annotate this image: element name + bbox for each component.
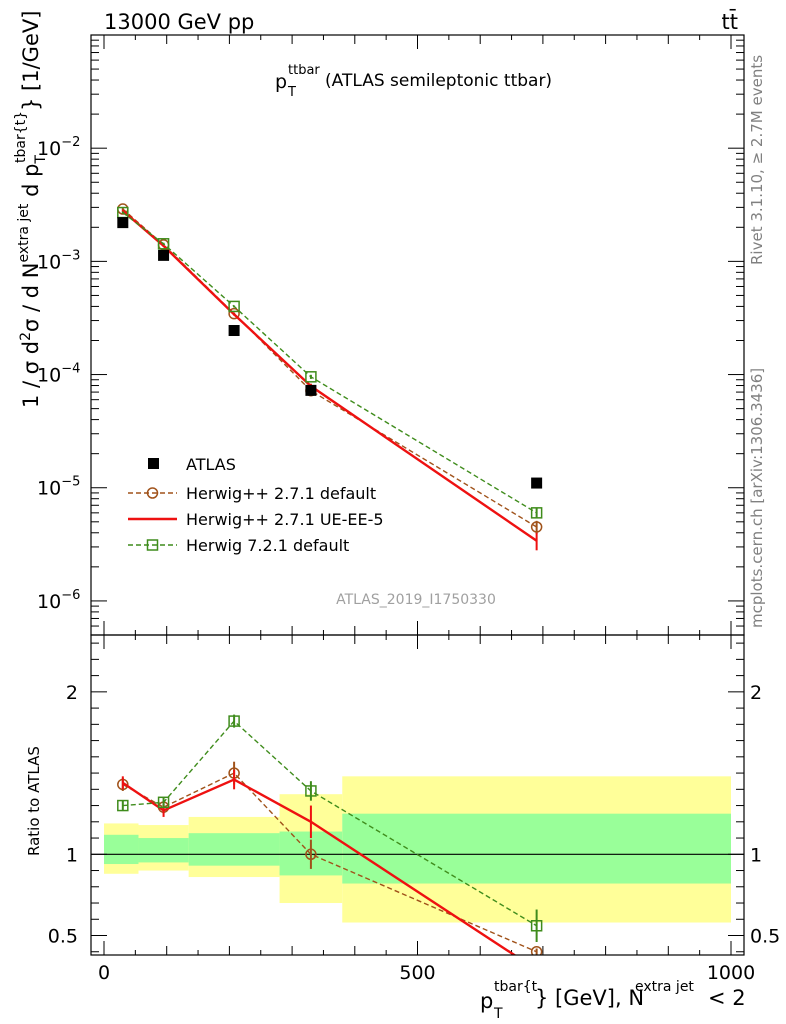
ratio-y-tick-label-right: 1	[750, 844, 762, 866]
main-line-2	[122, 211, 537, 514]
y-tick-label: 10−5	[37, 475, 80, 500]
main-title: p ttbar T (ATLAS semileptonic ttbar)	[275, 63, 552, 100]
ratio-band-inner	[138, 838, 189, 863]
svg-text:extra jet: extra jet	[635, 979, 694, 995]
ratio-band-inner	[342, 813, 731, 884]
ratio-panel: 0 500 1000 0.5 0.5 1 1 2 2	[48, 634, 780, 984]
legend-atlas-marker	[148, 458, 159, 469]
title-p: p	[275, 71, 287, 93]
title-sup: ttbar	[288, 63, 320, 78]
atlas-point	[305, 384, 317, 396]
x-tick-label: 500	[399, 962, 435, 984]
main-point	[228, 307, 240, 320]
svg-text:< 2: < 2	[708, 986, 746, 1010]
main-point	[228, 300, 240, 313]
ratio-series-group	[117, 714, 543, 955]
y-tick-label: 10−2	[37, 135, 80, 160]
svg-text:p: p	[480, 989, 493, 1013]
y-tick-label: 10−3	[37, 248, 80, 273]
x-tick-label: 1000	[707, 962, 755, 984]
ratio-y-axis-label: Ratio to ATLAS	[25, 746, 43, 856]
atlas-point	[117, 217, 129, 229]
svg-text:} [GeV], N: } [GeV], N	[535, 986, 644, 1010]
ratio-y-tick-label: 0.5	[48, 926, 78, 948]
ratio-point	[117, 799, 129, 812]
ratio-y-tick-label-right: 0.5	[750, 926, 780, 948]
legend: ATLAS Herwig++ 2.7.1 default Herwig++ 2.7.…	[128, 455, 384, 555]
ratio-frame	[90, 634, 745, 956]
main-point	[305, 371, 317, 383]
ratio-point	[305, 848, 317, 861]
main-point	[530, 521, 543, 533]
header-right: tt̄	[722, 9, 738, 34]
ratio-band-inner	[104, 834, 139, 865]
main-point	[157, 238, 170, 250]
ratio-point	[228, 715, 240, 727]
ratio-band-inner	[188, 833, 280, 866]
header-left: 13000 GeV pp	[104, 10, 254, 34]
mcplots-label: mcplots.cern.ch [arXiv:1306.3436]	[748, 368, 766, 628]
svg-text:T: T	[493, 1006, 503, 1022]
main-point	[530, 507, 543, 519]
ratio-point	[530, 946, 543, 955]
title-sub: T	[287, 85, 296, 100]
title-rest: (ATLAS semileptonic ttbar)	[325, 71, 552, 91]
ratio-y-tick-label-right: 2	[750, 682, 762, 704]
ratio-point	[157, 796, 170, 809]
atlas-point	[158, 249, 170, 261]
main-line-0	[122, 208, 537, 528]
x-tick-label: 0	[98, 962, 110, 984]
rivet-label: Rivet 3.1.10, ≥ 2.7M events	[748, 55, 766, 265]
legend-label: Herwig 7.2.1 default	[186, 536, 349, 555]
y-tick-label: 10−6	[37, 588, 80, 613]
analysis-id: ATLAS_2019_I1750330	[336, 592, 496, 608]
ratio-y-tick-label: 2	[66, 682, 78, 704]
ratio-point	[530, 920, 543, 932]
legend-label: ATLAS	[186, 455, 236, 474]
legend-label: Herwig++ 2.7.1 default	[186, 484, 376, 503]
legend-label: Herwig++ 2.7.1 UE-EE-5	[186, 510, 384, 529]
y-tick-label: 10−4	[37, 362, 80, 387]
legend-marker	[146, 539, 159, 551]
atlas-point	[531, 477, 543, 489]
atlas-point	[228, 325, 240, 337]
ratio-point	[305, 785, 317, 797]
main-panel: 10−6 10−5 10−4 10−3 10−2	[37, 34, 745, 955]
ratio-y-tick-label: 1	[66, 844, 78, 866]
svg-text:1 / σ d2σ / d Nextra jet d pTt: 1 / σ d2σ / d Nextra jet d pTtbar{t}} [1…	[13, 11, 49, 408]
x-axis-label: p T tbar{t } [GeV], N extra jet < 2	[480, 979, 746, 1022]
svg-text:tbar{t: tbar{t	[494, 979, 538, 995]
legend-marker	[146, 487, 159, 499]
main-y-axis-label: 1 / σ d2σ / d Nextra jet d pTtbar{t}} [1…	[13, 11, 49, 408]
